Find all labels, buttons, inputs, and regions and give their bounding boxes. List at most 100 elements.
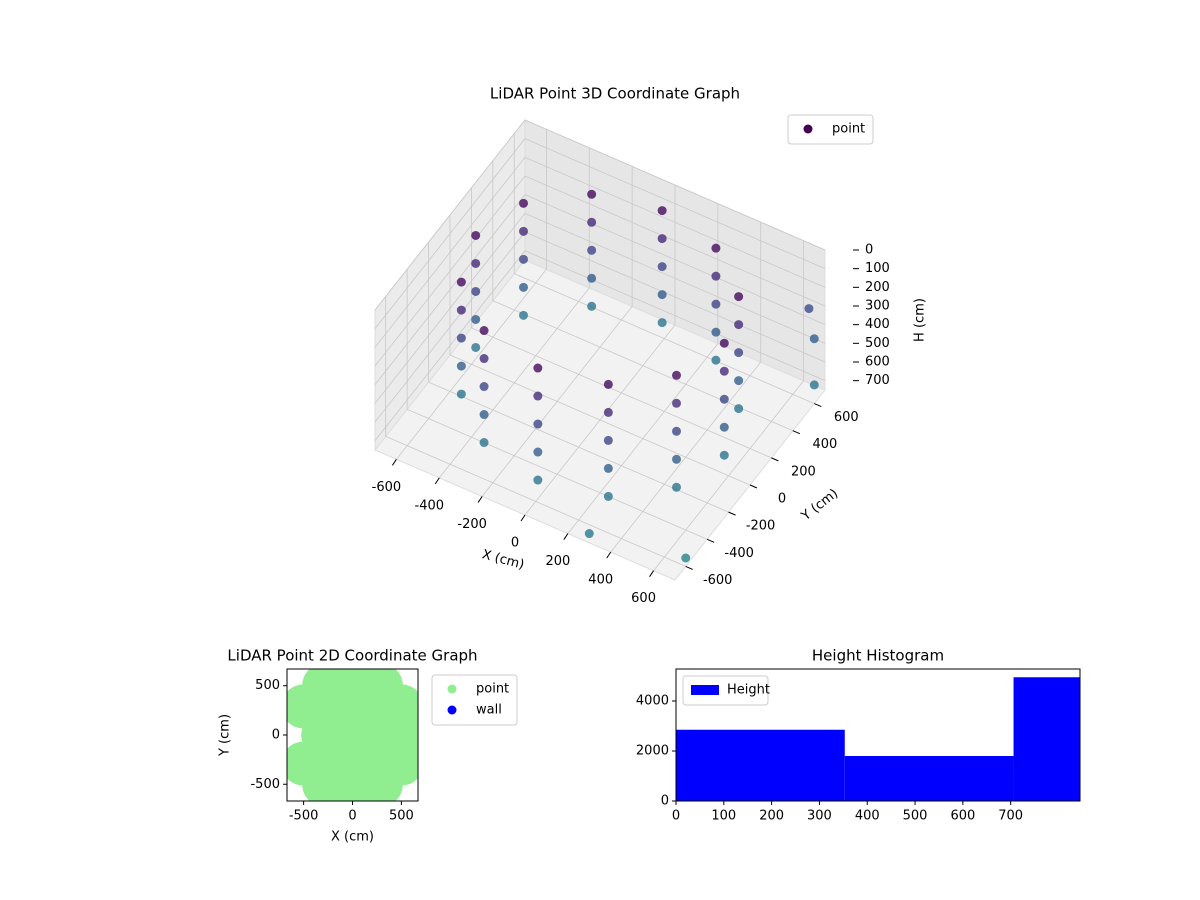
point [479,326,489,336]
point [330,713,375,757]
x-tick-label: 700 [998,809,1023,824]
point [734,292,744,302]
point [456,333,466,343]
y-axis-label: Y (cm) [218,714,233,757]
grid-line [374,213,526,404]
tick-mark [728,511,736,516]
point [657,290,667,300]
point [672,370,681,380]
x-tick-label: 0 [511,536,519,551]
point [479,410,489,420]
tick-mark [606,551,612,559]
point [809,380,819,390]
bar [844,756,1014,801]
point [471,314,481,324]
point [479,438,489,448]
point [587,217,597,227]
grid-line [524,231,826,363]
grid-line [374,138,526,329]
point [804,304,814,314]
point [711,243,721,253]
x-tick-label: 100 [711,809,736,824]
y-tick-label: 0 [661,794,669,809]
plot-area [676,677,1080,801]
grid-line [449,354,751,486]
tick-mark [649,570,654,577]
grid-line [524,156,826,288]
legend-box [682,675,769,706]
point [479,354,489,364]
x-tick-label: 200 [759,809,784,824]
point [657,206,667,216]
point [471,342,481,352]
point [456,277,466,287]
tick-mark [392,459,397,466]
point [471,230,481,240]
y-tick-label: 4000 [636,694,669,709]
point [456,361,466,371]
y-tick-label: 200 [791,464,816,479]
grid-line [524,138,826,270]
y-tick-label: 500 [255,678,280,693]
tick-mark [520,514,526,522]
point [719,338,729,348]
point [584,529,594,539]
point [681,553,691,563]
point [603,491,613,501]
point [533,391,543,401]
tick-mark [434,477,440,485]
x-tick-label: -400 [415,498,445,513]
point [711,271,721,281]
z-tick-label: 600 [865,355,890,370]
legend-marker [803,124,813,134]
point [587,245,597,255]
point [533,475,543,485]
axes-frame [675,668,1081,802]
y-axis-label: Y (cm) [798,486,841,524]
grid-line [385,436,686,567]
point [603,407,613,417]
x-tick-label: 600 [631,591,656,606]
grid-line [374,250,526,441]
z-tick-label: 300 [865,299,890,314]
point [456,389,466,399]
point [479,382,489,392]
grid-line [514,273,815,404]
y-tick-label: 0 [272,728,280,743]
point [519,282,528,292]
z-tick-label: 400 [865,317,890,332]
grid-line [406,408,708,540]
grid-line [374,175,526,367]
x-tick-label: -500 [289,809,319,824]
point [456,305,466,315]
grid-line [524,194,826,326]
point [519,310,528,320]
bar [1013,677,1080,801]
grid-line [374,119,526,311]
point [519,254,528,264]
chart-title: LiDAR Point 2D Coordinate Graph [227,647,477,665]
chart-title: LiDAR Point 3D Coordinate Graph [490,85,740,103]
z-tick-label: 0 [865,243,873,258]
x-axis-label: X (cm) [331,830,374,845]
x-axis-label: X (cm) [480,547,525,573]
plot-area [287,669,418,801]
y-tick-label: -500 [250,777,280,792]
y-tick-label: 400 [812,437,837,452]
point [734,348,744,358]
x-tick-label: 400 [588,573,613,588]
x-tick-label: 300 [807,809,832,824]
point [734,376,744,386]
legend-box [787,114,874,145]
legend-label: Height [727,683,770,698]
x-tick-label: 600 [950,809,975,824]
point [657,318,667,328]
point [587,301,597,311]
legend-marker [447,684,457,694]
point [711,299,721,309]
point [711,355,721,365]
legend-swatch [691,685,719,695]
point [533,447,543,457]
point [711,327,721,337]
